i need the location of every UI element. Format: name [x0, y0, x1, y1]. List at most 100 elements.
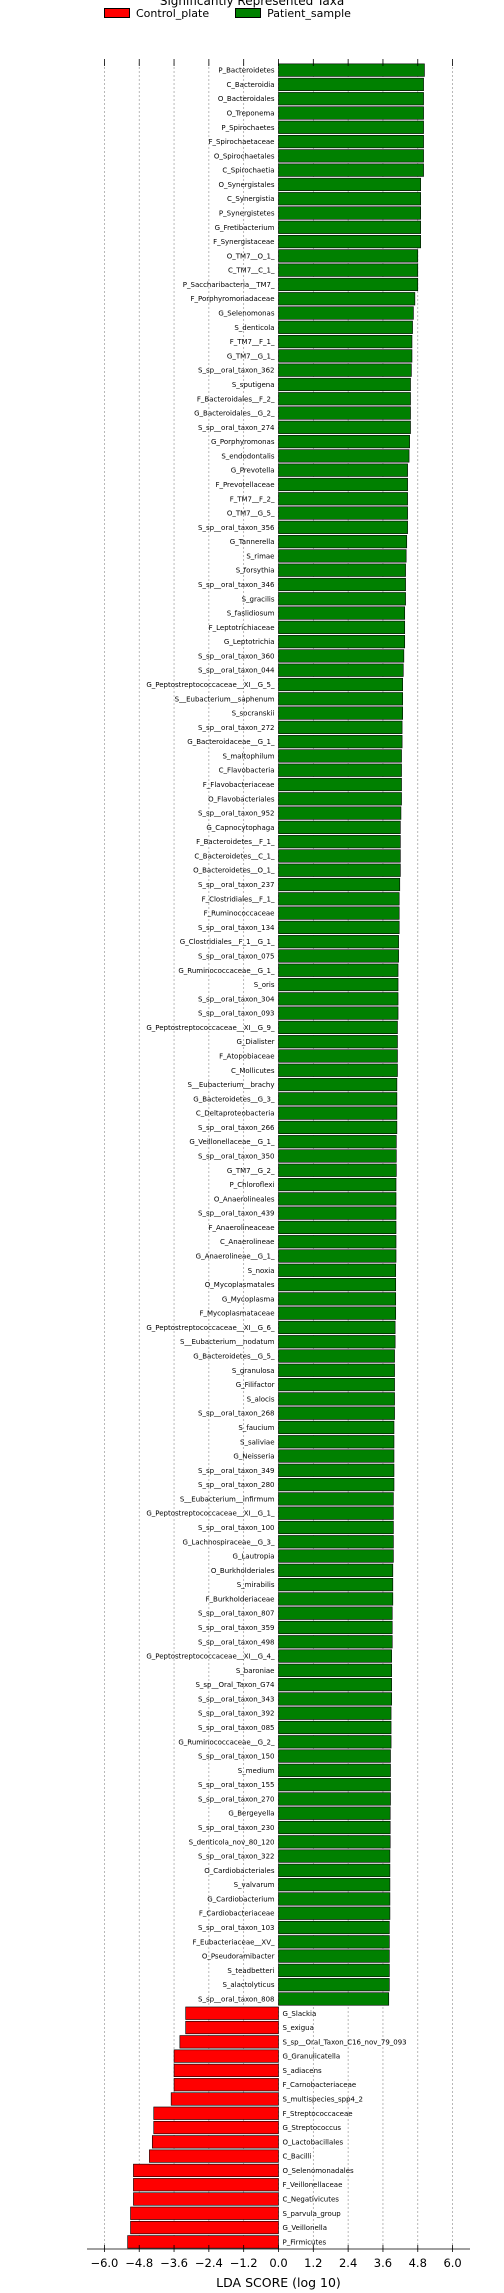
bar-label-38: S_faslidiosum — [227, 610, 275, 618]
bar-100 — [278, 1492, 394, 1506]
x-tick-label-8: 3.6 — [374, 2256, 392, 2270]
bar-130 — [278, 1920, 390, 1935]
bar-10 — [278, 206, 421, 220]
bar-label-104: G_Lautropia — [233, 1553, 275, 1561]
bar-label-109: S_sp__oral_taxon_359 — [198, 1624, 274, 1632]
bar-76 — [278, 1149, 397, 1163]
bar-18 — [278, 320, 413, 334]
bar-label-130: S_sp__oral_taxon_103 — [198, 1924, 274, 1932]
bar-label-88: G_Peptostreptococcaceae__XI__G_6_ — [146, 1324, 275, 1332]
bar-label-77: G_TM7__G_2_ — [227, 1167, 275, 1175]
bar-74 — [278, 1120, 398, 1135]
bar-label-112: S_baroniae — [236, 1667, 275, 1675]
bar-129 — [278, 1906, 391, 1920]
bar-label-125: S_sp__oral_taxon_322 — [198, 1853, 274, 1861]
bar-135 — [278, 1992, 390, 2006]
bar-94 — [278, 1406, 395, 1420]
bar-label-17: G_Selenomonas — [218, 310, 274, 318]
bar-61 — [278, 935, 399, 949]
bar-110 — [278, 1635, 393, 1649]
bar-label-106: S_mirabilis — [237, 1581, 275, 1589]
x-tick-label-5: 0.0 — [269, 2256, 287, 2270]
bar-144 — [153, 2120, 279, 2135]
bar-150 — [130, 2206, 279, 2220]
bar-label-134: S_alactolyticus — [222, 1981, 274, 1989]
bar-111 — [278, 1649, 392, 1663]
x-tick-label-7: 2.4 — [339, 2256, 357, 2270]
bar-73 — [278, 1106, 398, 1120]
bar-label-115: S_sp__oral_taxon_392 — [198, 1710, 274, 1718]
bar-label-33: G_Tannerella — [230, 538, 275, 546]
bar-label-62: S_sp__oral_taxon_075 — [198, 952, 274, 960]
bar-label-60: S_sp__oral_taxon_134 — [198, 924, 275, 932]
bar-84 — [278, 1263, 397, 1277]
bar-64 — [278, 977, 399, 992]
bar-label-13: O_TM7__O_1_ — [227, 252, 275, 260]
bar-label-11: G_Fretibacterium — [215, 224, 275, 232]
bar-20 — [278, 349, 413, 363]
bar-75 — [278, 1135, 397, 1149]
bar-label-30: F_TM7__F_2_ — [230, 495, 275, 503]
bar-137 — [185, 2020, 279, 2035]
bar-label-43: G_Peptostreptococcaceae__XI__G_5_ — [146, 681, 275, 689]
bar-140 — [173, 2063, 279, 2077]
bar-34 — [278, 549, 407, 563]
bar-label-128: G_Cardiobacterium — [207, 1895, 274, 1903]
bar-label-119: S_medium — [238, 1767, 275, 1775]
bar-5 — [278, 134, 424, 149]
x-tick-label-2: −3.6 — [160, 2256, 188, 2270]
bar-120 — [278, 1778, 391, 1792]
legend-label-control: Control_plate — [136, 6, 210, 20]
bar-label-132: O_Pseudoramibacter — [202, 1953, 275, 1961]
bar-37 — [278, 592, 406, 606]
bar-label-26: G_Porphyromonas — [211, 438, 275, 446]
bar-label-89: S__Eubacterium__nodatum — [180, 1338, 275, 1346]
bar-label-87: F_Mycoplasmataceae — [199, 1310, 274, 1318]
bar-label-122: G_Bergeyella — [228, 1810, 274, 1818]
bar-81 — [278, 1220, 397, 1235]
bar-label-85: O_Mycoplasmatales — [205, 1281, 275, 1289]
bar-label-25: S_sp__oral_taxon_274 — [198, 424, 275, 432]
bar-label-8: O_Synergistales — [218, 181, 274, 189]
bar-label-81: F_Anaerolineaceae — [208, 1224, 274, 1232]
legend-swatch-patient — [235, 8, 262, 18]
bar-label-114: S_sp__oral_taxon_343 — [198, 1695, 274, 1703]
bar-4 — [278, 120, 424, 134]
bar-49 — [278, 763, 402, 777]
bar-139 — [173, 2049, 279, 2063]
bar-97 — [278, 1449, 395, 1463]
bar-106 — [278, 1578, 394, 1592]
bar-label-42: S_sp__oral_taxon_044 — [198, 667, 275, 675]
bar-53 — [278, 820, 401, 834]
bar-123 — [278, 1820, 391, 1835]
bar-label-118: S_sp__oral_taxon_150 — [198, 1753, 274, 1761]
bar-label-46: S_sp__oral_taxon_272 — [198, 724, 274, 732]
bar-96 — [278, 1435, 395, 1449]
bar-83 — [278, 1249, 397, 1263]
x-tick-label-6: 1.2 — [304, 2256, 322, 2270]
bar-label-34: S_rimae — [246, 552, 274, 560]
bar-label-120: S_sp__oral_taxon_155 — [198, 1781, 274, 1789]
legend-item-patient: Patient_sample — [235, 7, 351, 20]
bar-88 — [278, 1320, 396, 1335]
bar-label-98: S_sp__oral_taxon_349 — [198, 1467, 274, 1475]
bar-149 — [133, 2192, 279, 2206]
bar-41 — [278, 649, 405, 663]
x-tick-label-3: −2.4 — [195, 2256, 223, 2270]
bar-102 — [278, 1520, 394, 1535]
bar-label-39: F_Leptotrichiaceae — [209, 624, 275, 632]
bar-label-10: P_Synergistetes — [219, 210, 275, 218]
bar-label-21: S_sp__oral_taxon_362 — [198, 367, 274, 375]
bar-114 — [278, 1692, 392, 1706]
bar-label-152: P_Firmicutes — [283, 2238, 327, 2246]
bar-125 — [278, 1849, 391, 1863]
bar-107 — [278, 1592, 394, 1606]
bar-label-73: C_Deltaproteobacteria — [196, 1110, 275, 1118]
bar-label-12: F_Synergistaceae — [213, 238, 274, 246]
bar-8 — [278, 177, 421, 192]
legend-item-control: Control_plate — [104, 7, 209, 20]
bar-79 — [278, 1192, 397, 1206]
bar-label-51: O_Flavobacteriales — [208, 795, 275, 803]
bar-label-92: G_Filifactor — [236, 1381, 275, 1389]
bar-label-32: S_sp__oral_taxon_356 — [198, 524, 275, 532]
